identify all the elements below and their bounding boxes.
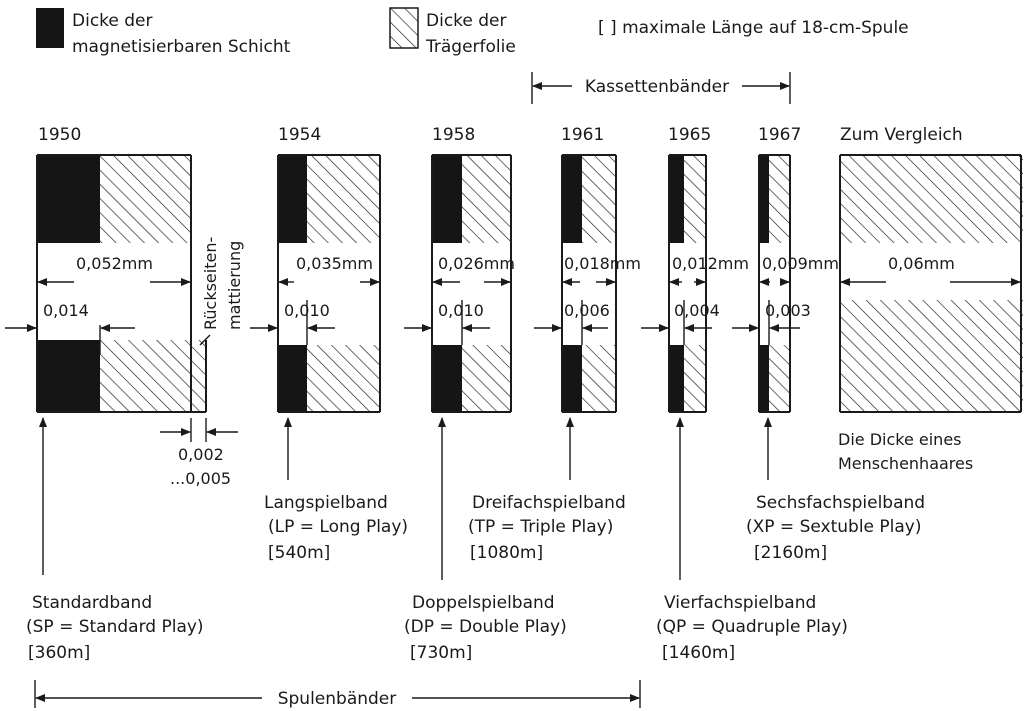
tape-1961 bbox=[561, 154, 617, 413]
tape-1954 bbox=[277, 154, 381, 413]
reel-range-label: Spulenbänder bbox=[278, 689, 397, 709]
backcoating-thickness-1: 0,002 bbox=[178, 445, 224, 464]
legend-brackets-label: [ ] maximale Länge auf 18-cm-Spule bbox=[598, 18, 909, 38]
legend-magnetic-label-2: magnetisierbaren Schicht bbox=[72, 37, 291, 57]
tape-1954-total-thickness: 0,035mm bbox=[296, 254, 373, 273]
year-1965: 1965 bbox=[668, 125, 711, 145]
backcoating-label-1: Rückseiten- bbox=[201, 237, 220, 330]
legend-carrier-label-2: Trägerfolie bbox=[425, 37, 516, 57]
tape-1958-total-thickness: 0,026mm bbox=[438, 254, 515, 273]
year-1958: 1958 bbox=[432, 125, 475, 145]
tape-1961-total-thickness: 0,018mm bbox=[564, 254, 641, 273]
comparison-value: 0,06mm bbox=[888, 254, 955, 273]
cassette-range-label: Kassettenbänder bbox=[585, 77, 729, 97]
standardband-length: [360m] bbox=[28, 643, 90, 663]
doppelspielband-name: Doppelspielband bbox=[412, 593, 555, 613]
standardband-name: Standardband bbox=[32, 593, 152, 613]
dreifachspielband-length: [1080m] bbox=[470, 543, 543, 563]
tape-1965-magnetic-thickness: 0,004 bbox=[674, 301, 720, 320]
tape-1967-magnetic-thickness: 0,003 bbox=[765, 301, 811, 320]
tape-1958 bbox=[431, 154, 512, 413]
year-1967: 1967 bbox=[758, 125, 801, 145]
langspielband-length: [540m] bbox=[268, 543, 330, 563]
sechsfachspielband-name: Sechsfachspielband bbox=[756, 493, 925, 513]
backcoating-thickness-2: ...0,005 bbox=[170, 469, 231, 488]
legend-carrier-label-1: Dicke der bbox=[426, 11, 507, 31]
legend-carrier-swatch bbox=[389, 7, 419, 49]
sechsfachspielband-abbr: (XP = Sextuble Play) bbox=[746, 517, 922, 537]
tape-1950 bbox=[36, 154, 207, 413]
vierfachspielband-name: Vierfachspielband bbox=[664, 593, 816, 613]
langspielband-name: Langspielband bbox=[264, 493, 388, 513]
year-1954: 1954 bbox=[278, 125, 321, 145]
comparison-title: Zum Vergleich bbox=[840, 125, 963, 145]
standardband-abbr: (SP = Standard Play) bbox=[26, 617, 204, 637]
tape-1965-total-thickness: 0,012mm bbox=[672, 254, 749, 273]
backcoating-pointer bbox=[199, 334, 211, 346]
sechsfachspielband-length: [2160m] bbox=[754, 543, 827, 563]
backcoating-label-2: mattierung bbox=[225, 241, 244, 330]
year-1950: 1950 bbox=[38, 125, 81, 145]
doppelspielband-length: [730m] bbox=[410, 643, 472, 663]
vierfachspielband-abbr: (QP = Quadruple Play) bbox=[656, 617, 848, 637]
comparison-caption-2: Menschenhaares bbox=[838, 454, 973, 473]
human-hair-comparison bbox=[839, 154, 1023, 413]
langspielband-abbr: (LP = Long Play) bbox=[268, 517, 408, 537]
legend-magnetic-label-1: Dicke der bbox=[72, 11, 153, 31]
tape-1967-total-thickness: 0,009mm bbox=[762, 254, 839, 273]
vierfachspielband-length: [1460m] bbox=[662, 643, 735, 663]
tape-1954-magnetic-thickness: 0,010 bbox=[284, 301, 330, 320]
tape-1950-magnetic-thickness: 0,014 bbox=[43, 301, 89, 320]
tape-1961-magnetic-thickness: 0,006 bbox=[564, 301, 610, 320]
dreifachspielband-name: Dreifachspielband bbox=[472, 493, 626, 513]
tape-1958-magnetic-thickness: 0,010 bbox=[438, 301, 484, 320]
tape-1967 bbox=[758, 154, 791, 413]
year-1961: 1961 bbox=[561, 125, 604, 145]
tape-1965 bbox=[668, 154, 707, 413]
legend-magnetic-swatch bbox=[36, 8, 64, 48]
doppelspielband-abbr: (DP = Double Play) bbox=[404, 617, 567, 637]
dreifachspielband-abbr: (TP = Triple Play) bbox=[468, 517, 613, 537]
tape-1950-total-thickness: 0,052mm bbox=[76, 254, 153, 273]
comparison-caption-1: Die Dicke eines bbox=[838, 430, 962, 449]
